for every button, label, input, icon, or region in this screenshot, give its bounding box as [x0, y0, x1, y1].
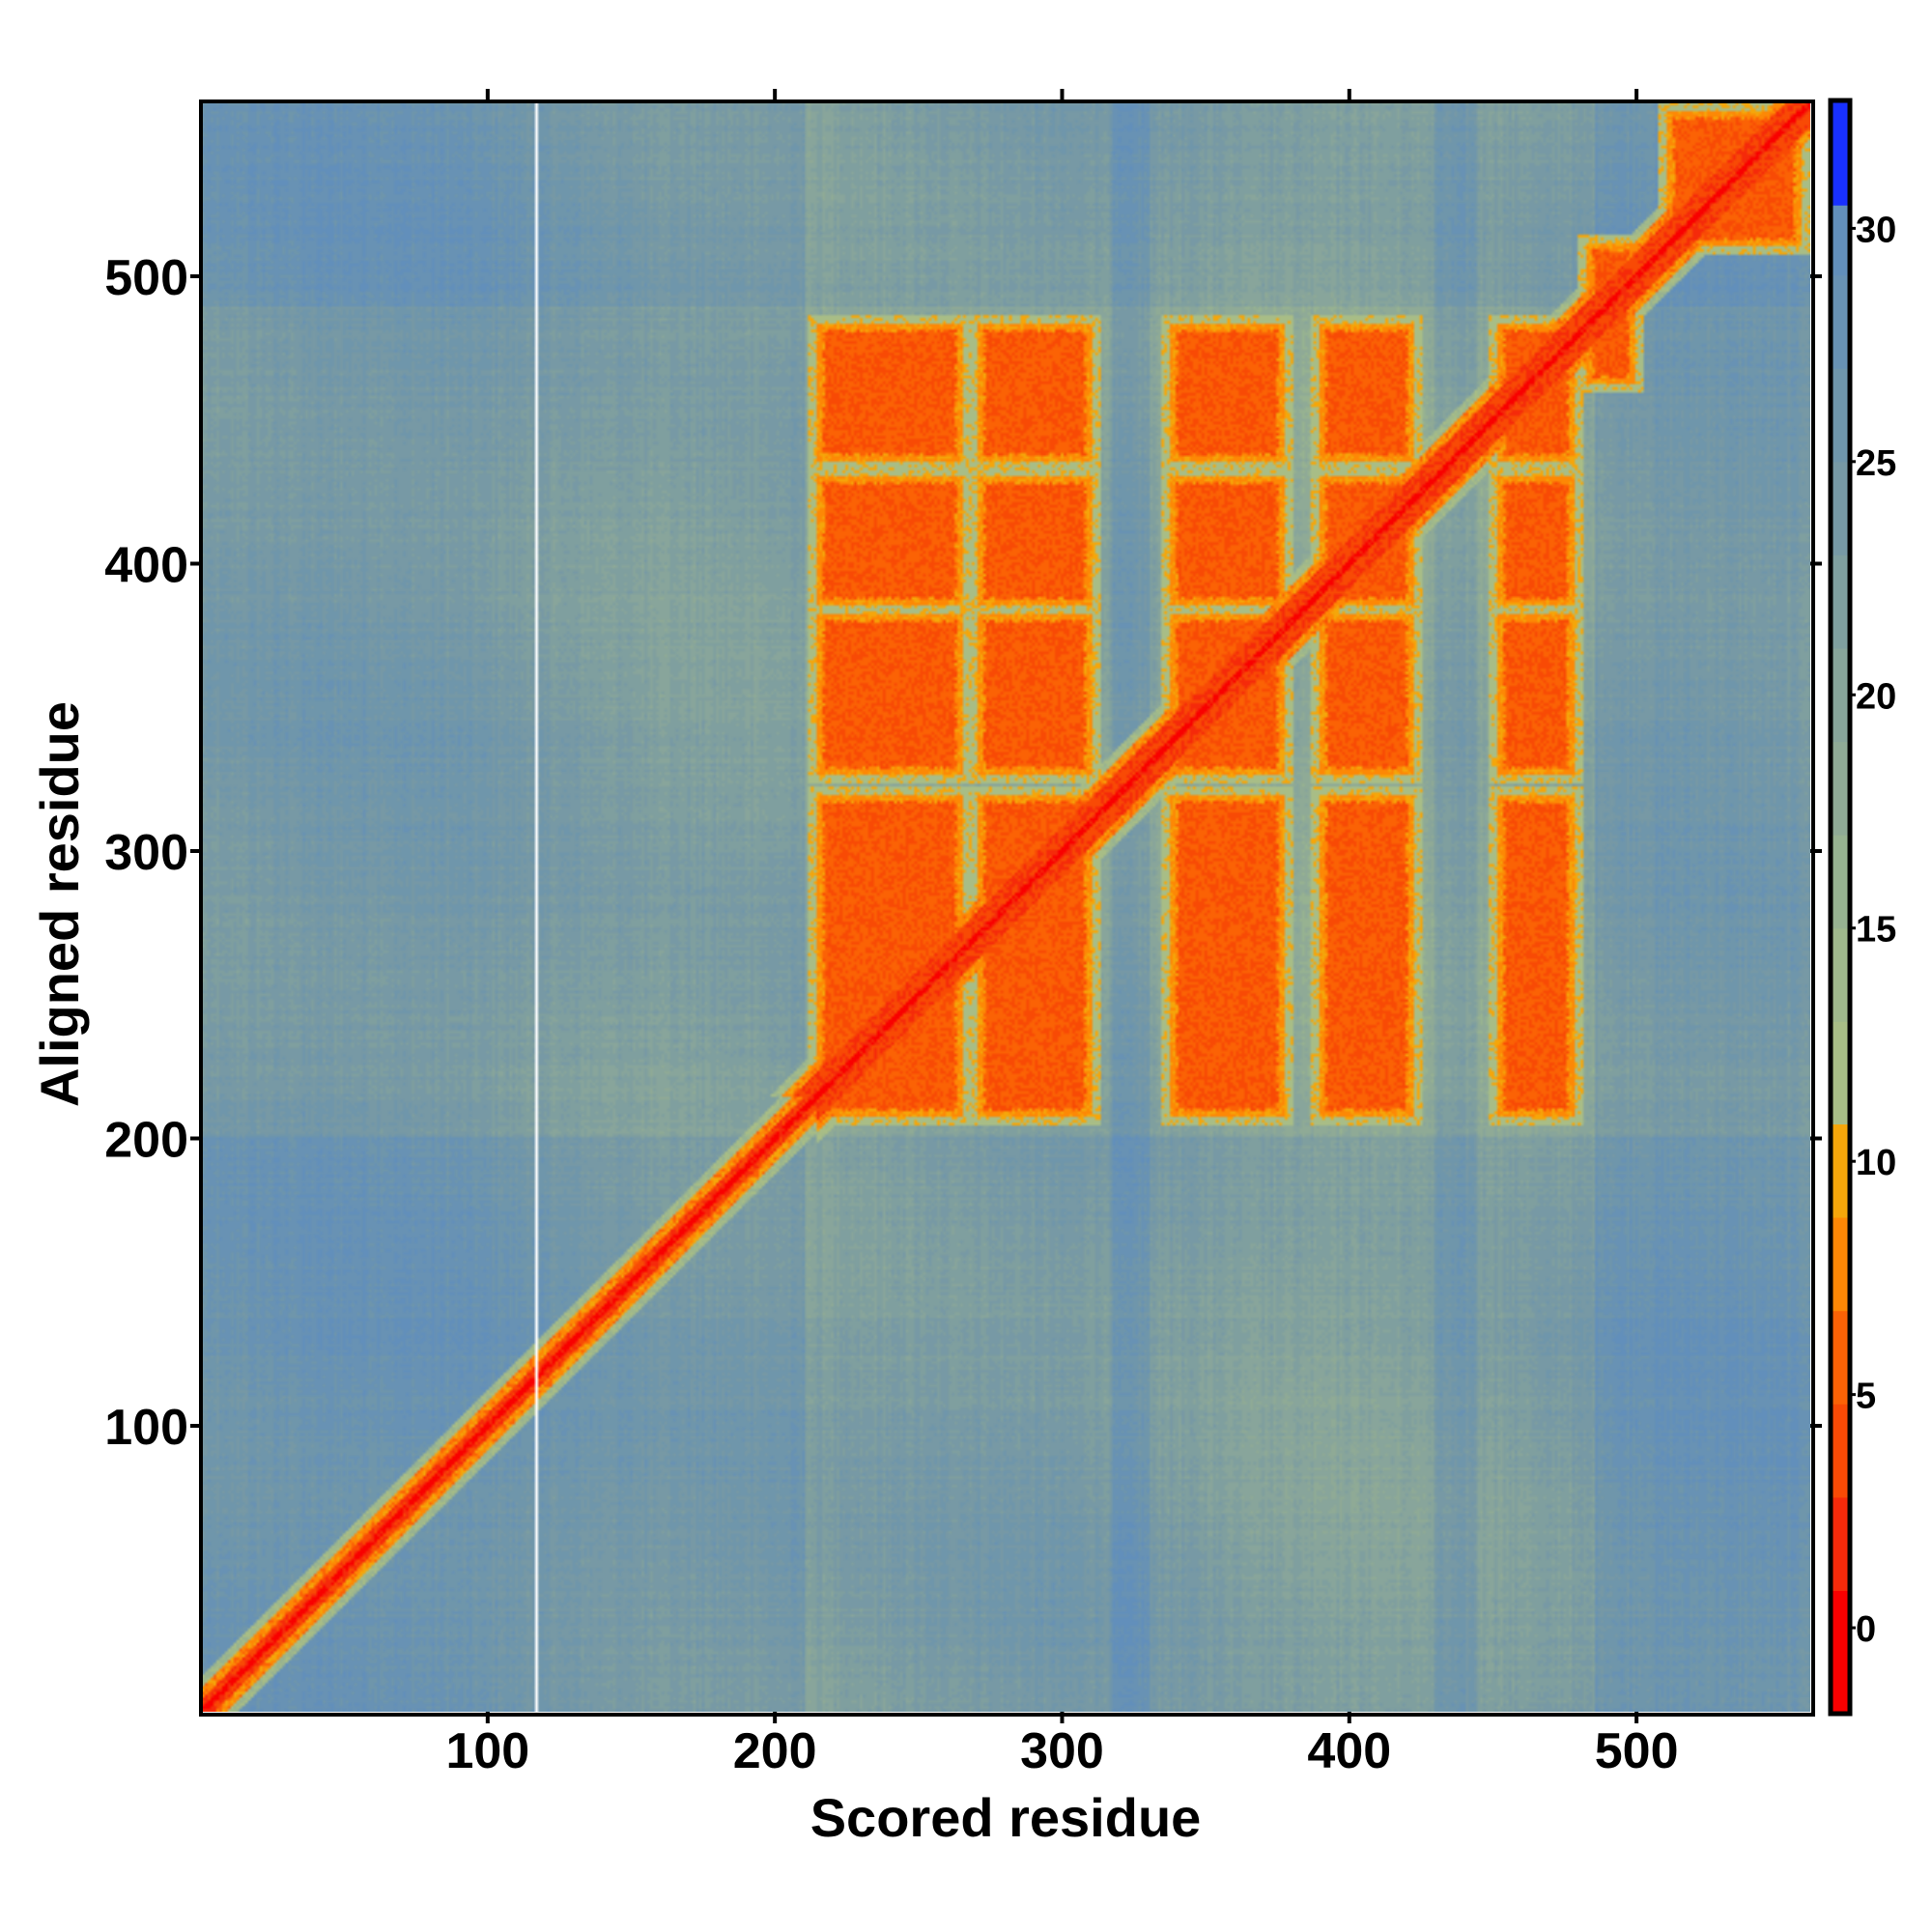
colorbar-tick-label: 15	[1856, 910, 1896, 951]
heatmap-canvas	[202, 102, 1810, 1712]
colorbar-band	[1833, 1590, 1848, 1713]
x-tick-label: 200	[733, 1723, 817, 1779]
colorbar-band	[1833, 1021, 1848, 1125]
colorbar-band	[1833, 1217, 1848, 1312]
y-tick-label: 400	[104, 537, 188, 593]
x-tick-label: 400	[1307, 1723, 1391, 1779]
colorbar-band	[1833, 927, 1848, 1022]
colorbar-tick-label: 25	[1856, 443, 1896, 484]
colorbar-band	[1833, 1123, 1848, 1218]
plot-frame	[199, 99, 1815, 1717]
colorbar-tick-label: 20	[1856, 676, 1896, 717]
x-tick-label: 300	[1020, 1723, 1104, 1779]
colorbar-band	[1833, 554, 1848, 649]
x-tick-label: 500	[1595, 1723, 1679, 1779]
colorbar-tick-label: 0	[1856, 1609, 1876, 1650]
y-tick-label: 100	[104, 1400, 188, 1456]
y-axis-title: Aligned residue	[29, 700, 90, 1108]
colorbar-tick-label: 5	[1856, 1377, 1876, 1417]
colorbar-band	[1833, 1496, 1848, 1591]
colorbar-band	[1833, 1310, 1848, 1405]
colorbar-band	[1833, 1404, 1848, 1498]
colorbar-band	[1833, 274, 1848, 369]
colorbar-frame	[1828, 98, 1853, 1717]
colorbar-band	[1833, 461, 1848, 555]
colorbar-band	[1833, 835, 1848, 929]
colorbar-band	[1833, 102, 1848, 206]
y-tick-label: 500	[104, 250, 188, 306]
colorbar-tick-label: 10	[1856, 1143, 1896, 1183]
y-tick-label: 200	[104, 1112, 188, 1168]
x-tick-label: 100	[445, 1723, 529, 1779]
colorbar-band	[1833, 647, 1848, 743]
colorbar-tick-label: 30	[1856, 210, 1896, 250]
colorbar-band	[1833, 368, 1848, 463]
y-tick-label: 300	[104, 825, 188, 881]
colorbar-band	[1833, 741, 1848, 836]
x-axis-title: Scored residue	[810, 1787, 1202, 1848]
colorbar-band	[1833, 205, 1848, 276]
